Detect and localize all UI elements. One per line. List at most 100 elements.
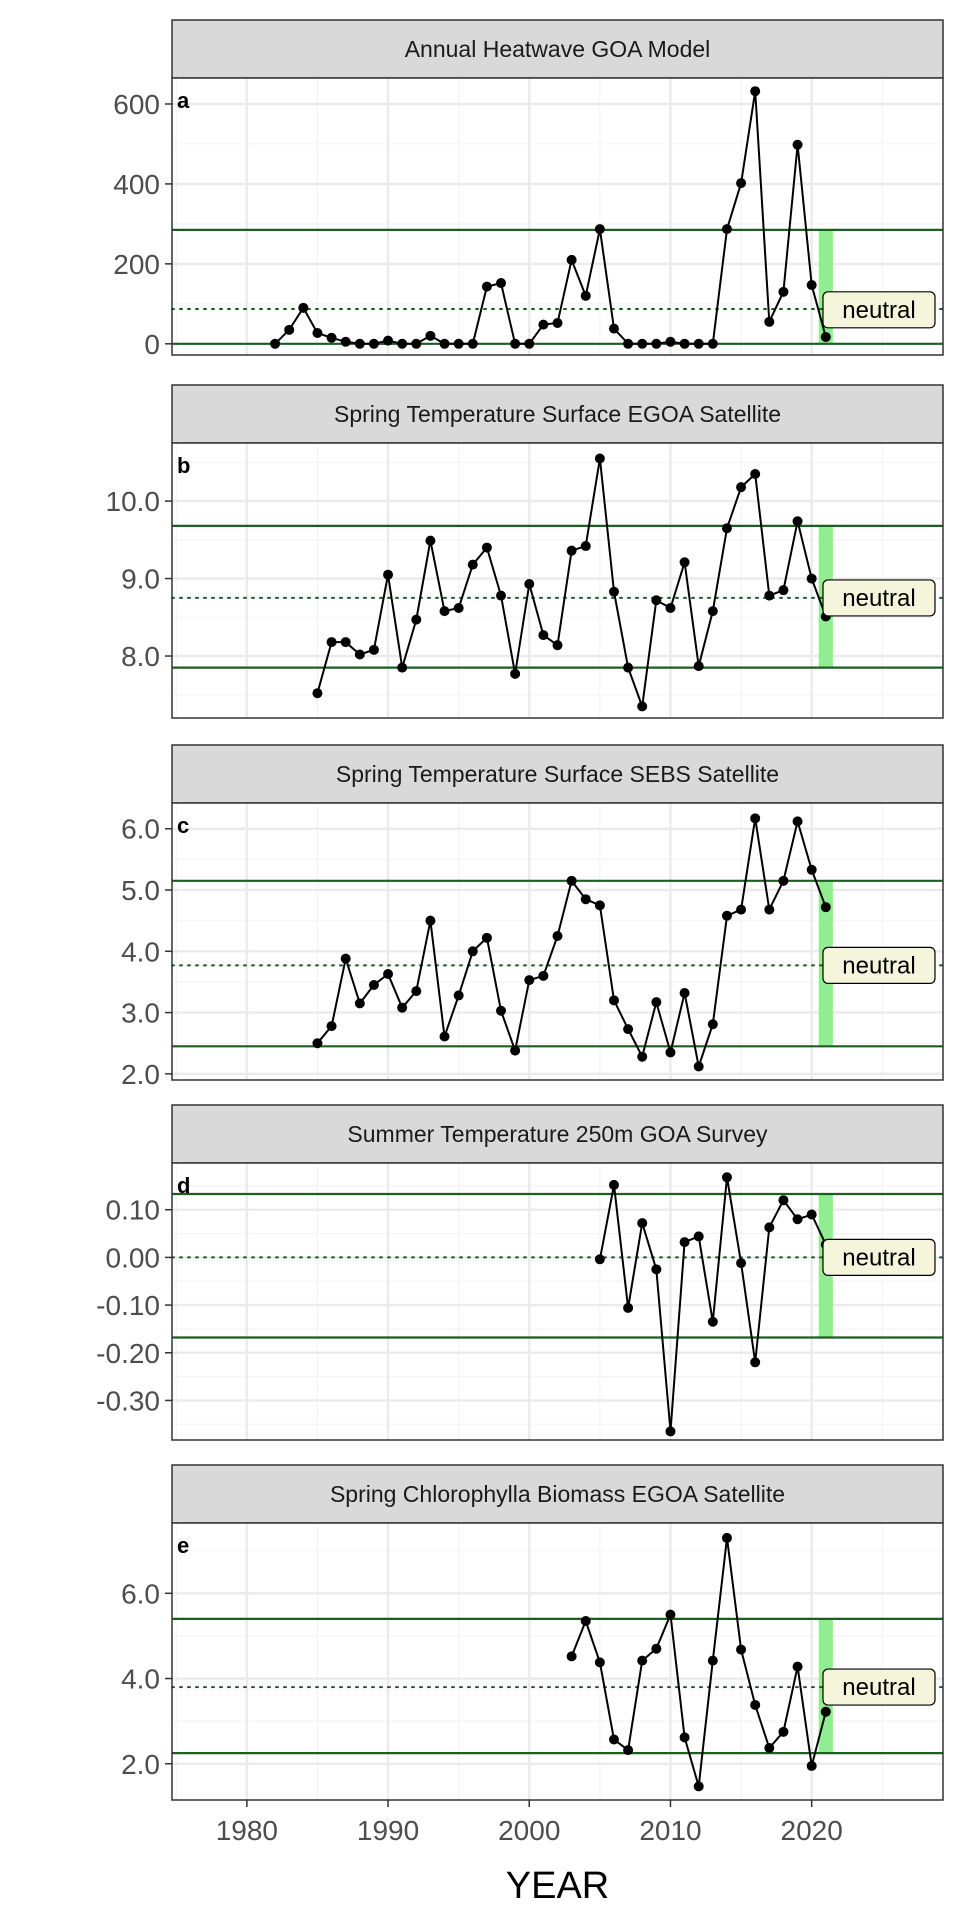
status-label-box (822, 1238, 936, 1276)
y-tick-label: 8.0 (121, 641, 160, 672)
data-point (651, 338, 662, 349)
data-point (608, 995, 619, 1006)
panel-tag: a (177, 88, 190, 113)
data-point (623, 1024, 634, 1035)
data-point (608, 1734, 619, 1745)
y-tick-label: 4.0 (121, 1664, 160, 1695)
data-point (397, 662, 408, 673)
data-point (496, 590, 507, 601)
y-tick-label: 0.10 (106, 1195, 161, 1226)
y-tick-label: 6.0 (121, 1578, 160, 1609)
data-point (467, 559, 478, 570)
x-tick-label: 2020 (781, 1815, 843, 1846)
data-point (552, 640, 563, 651)
data-point (326, 332, 337, 343)
data-point (608, 323, 619, 334)
data-point (594, 900, 605, 911)
panel-border (171, 802, 944, 1081)
data-point (552, 318, 563, 329)
data-point (594, 1254, 605, 1265)
panel-title: Spring Chlorophylla Biomass EGOA Satelli… (330, 1481, 785, 1507)
data-point (453, 603, 464, 613)
data-point (651, 595, 662, 606)
status-label-box (822, 579, 936, 617)
data-point (820, 1706, 831, 1717)
data-point (312, 688, 323, 699)
data-point (340, 336, 351, 347)
status-label-box (822, 1668, 936, 1706)
data-point (792, 1661, 803, 1672)
y-tick-label: 4.0 (121, 936, 160, 967)
data-point (481, 932, 492, 943)
data-point (679, 1732, 690, 1743)
data-point (368, 980, 379, 991)
data-point (707, 338, 718, 349)
data-point (566, 545, 577, 556)
data-point (368, 338, 379, 349)
data-point (679, 987, 690, 998)
data-point (439, 338, 450, 349)
y-tick-label: 5.0 (121, 875, 160, 906)
data-point (510, 338, 521, 349)
panel-tag: d (177, 1173, 190, 1198)
data-point (750, 468, 761, 479)
data-point (707, 1316, 718, 1327)
y-tick-label: 2.0 (121, 1749, 160, 1780)
data-point (538, 319, 549, 330)
data-point (778, 286, 789, 297)
y-tick-label: 9.0 (121, 564, 160, 595)
data-point (736, 904, 747, 915)
y-tick-label: 6.0 (121, 814, 160, 845)
data-point (566, 875, 577, 886)
data-point (284, 324, 295, 335)
data-point (637, 1655, 648, 1666)
data-point (383, 968, 394, 979)
status-label: neutral (842, 1674, 915, 1701)
y-tick-label: 600 (113, 89, 160, 120)
data-point (354, 649, 365, 660)
data-point (524, 975, 535, 986)
data-point (637, 701, 648, 712)
data-point (566, 1651, 577, 1662)
panel-strip (171, 19, 944, 79)
data-point (820, 902, 831, 913)
data-point (750, 1357, 761, 1368)
status-label-box (822, 291, 936, 329)
data-point (580, 1616, 591, 1627)
data-point (298, 302, 309, 313)
status-label: neutral (842, 1244, 915, 1271)
data-point (580, 541, 591, 552)
data-point (806, 1760, 817, 1771)
data-point (693, 1781, 704, 1792)
data-point (326, 1021, 337, 1032)
data-point (453, 990, 464, 1001)
data-point (467, 946, 478, 957)
data-point (736, 482, 747, 493)
data-point (496, 278, 507, 289)
data-point (467, 338, 478, 349)
panel-e: Spring Chlorophylla Biomass EGOA Satelli… (121, 1464, 944, 1801)
y-tick-label: 0.00 (106, 1242, 161, 1273)
data-point (340, 637, 351, 648)
panel-title: Annual Heatwave GOA Model (405, 36, 711, 62)
data-point (340, 953, 351, 964)
data-point (764, 590, 775, 601)
data-point (439, 1031, 450, 1042)
data-point (354, 998, 365, 1009)
y-tick-label: -0.10 (96, 1290, 160, 1321)
panel-a: Annual Heatwave GOA Model neutral a 0 200 400… (113, 19, 944, 360)
status-label: neutral (842, 297, 915, 324)
data-point (580, 894, 591, 905)
data-point (354, 338, 365, 349)
data-point (439, 606, 450, 617)
data-point (496, 1005, 507, 1016)
y-tick-label: 10.0 (106, 486, 161, 517)
data-point (411, 614, 422, 625)
data-point (637, 1218, 648, 1229)
panel-strip (171, 1104, 944, 1164)
panel-border (171, 1162, 944, 1441)
data-point (594, 224, 605, 235)
y-tick-label: -0.20 (96, 1338, 160, 1369)
data-point (383, 335, 394, 346)
